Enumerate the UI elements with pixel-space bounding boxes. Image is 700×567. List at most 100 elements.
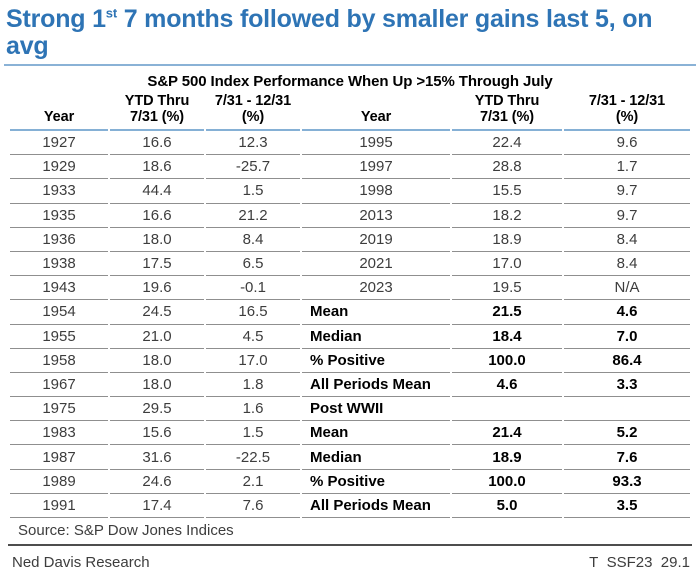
table-cell: 44.4 [110, 179, 204, 204]
table-cell: 9.7 [564, 204, 690, 228]
table-cell: 17.0 [206, 349, 300, 373]
table-header: Year YTD Thru 7/31 (%) 7/31 - 12/31 (%) … [10, 93, 690, 131]
table-cell: 18.9 [452, 445, 562, 470]
table-title: S&P 500 Index Performance When Up >15% T… [147, 73, 553, 90]
table-cell: 4.6 [452, 373, 562, 398]
table-cell: Post WWII [302, 397, 450, 422]
table-cell: 4.6 [564, 300, 690, 325]
table-cell: 21.0 [110, 325, 204, 349]
table-cell: 18.2 [452, 204, 562, 228]
table-cell: 1935 [10, 204, 108, 228]
table-cell: 2019 [302, 228, 450, 252]
table-row: 1938 17.5 6.5 2021 17.0 8.4 [10, 252, 690, 277]
table-cell: 24.5 [110, 300, 204, 325]
table-cell: 19.5 [452, 276, 562, 301]
table-cell: 8.4 [564, 228, 690, 252]
col-header-h2-left: 7/31 - 12/31 (%) [206, 93, 300, 131]
table-cell: 1989 [10, 470, 108, 494]
table-cell: 18.0 [110, 349, 204, 373]
table-cell: 21.5 [452, 300, 562, 325]
table-cell: -25.7 [206, 155, 300, 180]
table-cell: % Positive [302, 349, 450, 373]
table-cell: 3.3 [564, 373, 690, 398]
table-cell: 5.0 [452, 494, 562, 518]
table-header-row: Year YTD Thru 7/31 (%) 7/31 - 12/31 (%) … [10, 93, 690, 131]
table-cell: 1.5 [206, 421, 300, 446]
table-cell: 18.0 [110, 373, 204, 398]
col-header-year-left: Year [10, 93, 108, 131]
page-title: Strong 1st 7 months followed by smaller … [0, 0, 700, 60]
col-header-line2: Year [360, 109, 392, 125]
table-cell: 9.7 [564, 179, 690, 204]
table-cell: 1955 [10, 325, 108, 349]
table-cell: 8.4 [206, 228, 300, 252]
col-header-line2: (%) [615, 109, 639, 125]
table-row: 1927 16.6 12.3 1995 22.4 9.6 [10, 131, 690, 156]
table-cell: 2013 [302, 204, 450, 228]
table-cell: 15.6 [110, 421, 204, 446]
table-cell: 31.6 [110, 445, 204, 470]
table-cell: 1958 [10, 349, 108, 373]
table-cell: 1983 [10, 421, 108, 446]
table-cell: Median [302, 325, 450, 349]
col-header-line1: 7/31 - 12/31 [588, 93, 666, 109]
chart-code: T_SSF23_29.1 [589, 554, 690, 567]
table-row: 1958 18.0 17.0% Positive 100.0 86.4 [10, 349, 690, 373]
table-cell: 1.7 [564, 155, 690, 180]
table-cell: 18.4 [452, 325, 562, 349]
table-row: 1935 16.6 21.2 2013 18.2 9.7 [10, 204, 690, 228]
table-cell: 86.4 [564, 349, 690, 373]
table-cell: 18.6 [110, 155, 204, 180]
table-cell: 1929 [10, 155, 108, 180]
table-cell: 1967 [10, 373, 108, 398]
footer: Ned Davis Research T_SSF23_29.1 [8, 546, 692, 567]
table-cell: 1938 [10, 252, 108, 277]
table-cell: 8.4 [564, 252, 690, 277]
table-cell: 2.1 [206, 470, 300, 494]
col-header-ytd-left: YTD Thru 7/31 (%) [110, 93, 204, 131]
table-row: 1975 29.5 1.6 Post WWII [10, 397, 690, 422]
table-cell: N/A [564, 276, 690, 301]
col-header-line2: (%) [241, 109, 265, 125]
table-row: 1933 44.4 1.5 1998 15.5 9.7 [10, 179, 690, 204]
table-cell: 100.0 [452, 470, 562, 494]
table-cell: 1.6 [206, 397, 300, 422]
table-cell: 4.5 [206, 325, 300, 349]
table-cell: 22.4 [452, 131, 562, 156]
table-cell: 21.2 [206, 204, 300, 228]
table-cell: 5.2 [564, 421, 690, 446]
table-cell: 1975 [10, 397, 108, 422]
table-cell: 1987 [10, 445, 108, 470]
table-cell: 1927 [10, 131, 108, 156]
table-cell: 1943 [10, 276, 108, 301]
table-cell: Mean [302, 300, 450, 325]
table-cell: Median [302, 445, 450, 470]
table-cell: 16.5 [206, 300, 300, 325]
table-cell: 1.8 [206, 373, 300, 398]
source-note: Source: S&P Dow Jones Indices [8, 518, 692, 546]
table-cell: 6.5 [206, 252, 300, 277]
table-cell: 18.0 [110, 228, 204, 252]
table-cell: 1.5 [206, 179, 300, 204]
table-cell: 24.6 [110, 470, 204, 494]
table-cell: 28.8 [452, 155, 562, 180]
table-row: 1955 21.0 4.5 Median 18.4 7.0 [10, 325, 690, 349]
table-cell: 17.4 [110, 494, 204, 518]
table-cell: 3.5 [564, 494, 690, 518]
table-cell [452, 397, 562, 422]
table-cell: 12.3 [206, 131, 300, 156]
table-cell: -22.5 [206, 445, 300, 470]
col-header-line1: YTD Thru [474, 93, 540, 109]
table-cell: 18.9 [452, 228, 562, 252]
table-cell: 17.0 [452, 252, 562, 277]
table-cell: 1995 [302, 131, 450, 156]
table-cell: 2021 [302, 252, 450, 277]
table-cell: All Periods Mean [302, 373, 450, 398]
table-cell: 7.6 [206, 494, 300, 518]
col-header-h2-right: 7/31 - 12/31 (%) [564, 93, 690, 131]
col-header-line2: Year [43, 109, 75, 125]
performance-table: Year YTD Thru 7/31 (%) 7/31 - 12/31 (%) … [8, 93, 692, 518]
table-cell: 15.5 [452, 179, 562, 204]
brand-label: Ned Davis Research [12, 554, 150, 567]
